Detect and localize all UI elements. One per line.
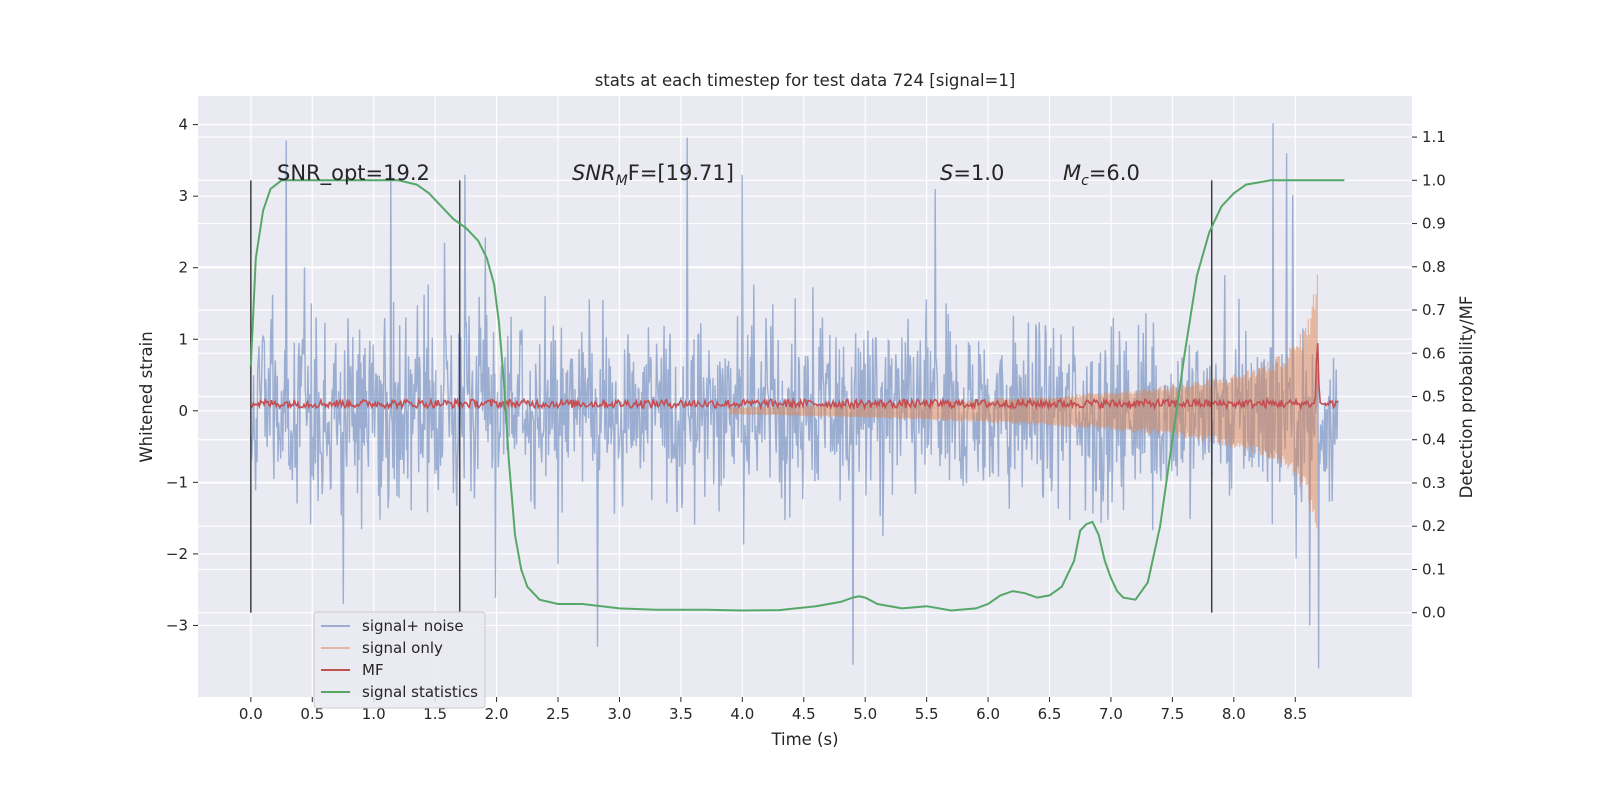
- y-tick-label: −3: [166, 616, 188, 634]
- y2-tick-label: 0.0: [1422, 604, 1446, 622]
- y-tick-label: −2: [166, 545, 188, 563]
- legend-label-signal-only: signal only: [362, 639, 443, 657]
- x-tick-label: 6.5: [1038, 705, 1062, 723]
- legend-box: [313, 611, 486, 709]
- snr-opt-annotation: SNR_opt=19.2: [277, 161, 430, 186]
- y-tick-label: 4: [178, 116, 188, 134]
- y2-tick-label: 0.2: [1422, 517, 1446, 535]
- y2-tick-label: 0.1: [1422, 560, 1446, 578]
- mc-annotation: Mc=6.0: [1063, 161, 1140, 189]
- y2-tick-label: 0.4: [1422, 431, 1446, 449]
- x-tick-label: 7.5: [1160, 705, 1184, 723]
- legend: signal+ noise signal only MF signal stat…: [313, 611, 486, 709]
- y-tick-label: 1: [178, 330, 188, 348]
- x-tick-label: 3.0: [608, 705, 632, 723]
- x-tick-label: 8.0: [1222, 705, 1246, 723]
- signal-statistics-line: [249, 179, 1345, 612]
- legend-label-signal-noise: signal+ noise: [362, 617, 464, 635]
- legend-label-signal-statistics: signal statistics: [362, 683, 478, 701]
- s-annotation: S=1.0: [940, 161, 1004, 185]
- segment-boundaries: [250, 180, 1213, 613]
- x-tick-label: 8.5: [1283, 705, 1307, 723]
- y2-tick-label: 0.3: [1422, 474, 1446, 492]
- x-tick-label: 0.5: [300, 705, 324, 723]
- legend-label-mf: MF: [362, 661, 384, 679]
- signal-noise-series: [250, 123, 1339, 669]
- x-tick-label: 2.5: [546, 705, 570, 723]
- x-tick-label: 5.0: [853, 705, 877, 723]
- x-tick-label: 1.0: [362, 705, 386, 723]
- mf-line: [250, 343, 1339, 411]
- x-tick-label: 3.5: [669, 705, 693, 723]
- x-tick-label: 0.0: [239, 705, 263, 723]
- x-tick-label: 4.5: [792, 705, 816, 723]
- y2-tick-label: 0.6: [1422, 344, 1446, 362]
- x-tick-label: 2.0: [485, 705, 509, 723]
- y-tick-label: 3: [178, 187, 188, 205]
- y2-tick-label: 0.9: [1422, 215, 1446, 233]
- snr-mf-annotation: SNRMF=[19.71]: [572, 161, 734, 189]
- axis-ticks: 0.0 0.5 1.0 1.5 2.0 2.5 3.0 3.5 4.0 4.5 5.0 5.5 6.0 6…: [166, 116, 1446, 723]
- x-tick-label: 5.5: [915, 705, 939, 723]
- signal-statistics-series: [249, 179, 1345, 612]
- y-axis-label: Whitened strain: [137, 331, 156, 462]
- x-tick-label: 4.0: [730, 705, 754, 723]
- y-tick-label: −1: [166, 473, 188, 491]
- x-tick-label: 1.5: [423, 705, 447, 723]
- chart-title: stats at each timestep for test data 724…: [595, 71, 1016, 90]
- x-tick-label: 7.0: [1099, 705, 1123, 723]
- y-tick-label: 2: [178, 259, 188, 277]
- y2-tick-label: 0.5: [1422, 388, 1446, 406]
- y2-tick-label: 0.7: [1422, 301, 1446, 319]
- y2-tick-label: 1.1: [1422, 128, 1446, 146]
- y2-axis-label: Detection probability/MF: [1457, 296, 1476, 499]
- y-tick-label: 0: [178, 402, 188, 420]
- y2-tick-label: 1.0: [1422, 171, 1446, 189]
- x-axis-label: Time (s): [770, 730, 838, 749]
- mf-series: [250, 343, 1339, 411]
- signal-noise-line: [250, 123, 1339, 669]
- x-tick-label: 6.0: [976, 705, 1000, 723]
- y2-tick-label: 0.8: [1422, 258, 1446, 276]
